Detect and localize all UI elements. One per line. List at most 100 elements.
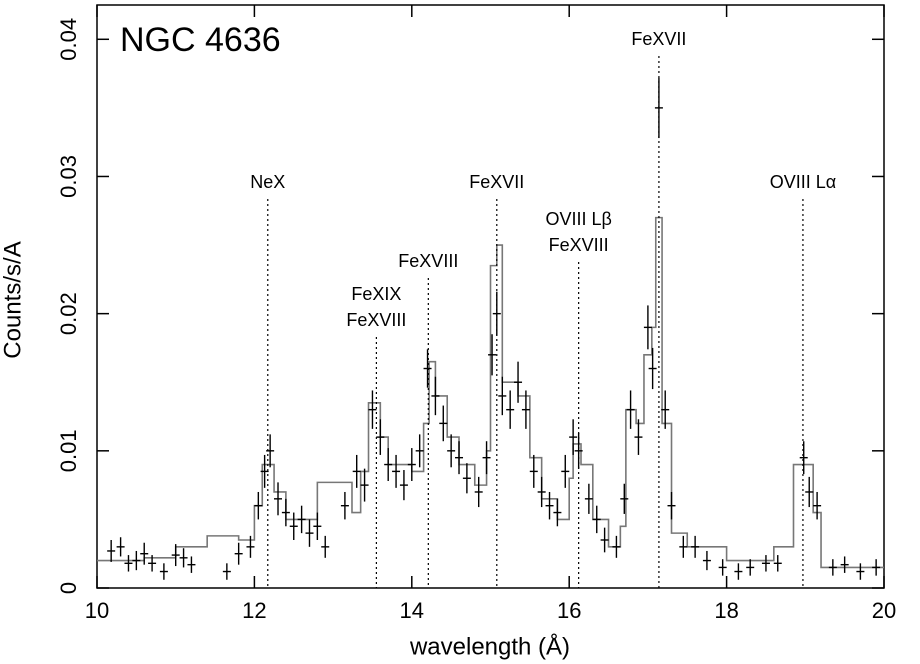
annotation-label: OVIII Lβ — [545, 209, 611, 229]
data-point — [634, 419, 643, 455]
data-point — [805, 476, 814, 508]
data-point — [305, 519, 314, 547]
x-tick-label: 12 — [242, 598, 266, 623]
y-tick-label: 0.01 — [56, 429, 81, 472]
data-point — [488, 334, 497, 376]
annotation-label: NeX — [250, 172, 285, 192]
data-point — [569, 419, 578, 455]
data-point — [179, 548, 188, 568]
data-point — [553, 498, 562, 527]
data-point — [840, 556, 849, 573]
data-point — [399, 470, 408, 501]
data-point — [368, 390, 377, 429]
data-point — [529, 454, 538, 488]
data-point — [620, 483, 629, 514]
y-tick-label: 0.03 — [56, 155, 81, 198]
data-point — [506, 390, 515, 429]
data-point — [521, 390, 530, 429]
data-point — [234, 542, 243, 565]
y-tick-label: 0.04 — [56, 18, 81, 61]
data-point — [482, 441, 491, 475]
data-point — [813, 491, 822, 520]
data-point — [592, 505, 601, 534]
data-point — [340, 491, 349, 520]
data-point — [679, 535, 688, 558]
data-point — [116, 537, 125, 557]
data-point — [856, 563, 865, 580]
data-point — [799, 441, 808, 475]
data-point — [274, 482, 283, 516]
data-point — [107, 539, 116, 562]
annotation-label: FeXIX — [351, 284, 401, 304]
x-axis-label: wavelength (Å) — [409, 632, 570, 660]
data-point — [537, 476, 546, 508]
data-point — [222, 563, 231, 580]
data-point — [828, 559, 837, 576]
data-point — [734, 563, 743, 580]
annotation-label: FeXVIII — [549, 235, 609, 255]
x-tick-label: 10 — [85, 598, 109, 623]
data-point — [376, 419, 385, 455]
data-point — [626, 390, 635, 429]
data-point — [514, 361, 523, 403]
data-point — [702, 550, 711, 571]
data-point — [746, 559, 755, 576]
data-point — [474, 476, 483, 508]
annotation-label: FeXVII — [469, 172, 524, 192]
data-point — [384, 448, 393, 482]
x-tick-label: 16 — [557, 598, 581, 623]
chart-title: NGC 4636 — [120, 21, 281, 59]
data-point — [392, 454, 401, 488]
data-point — [612, 535, 621, 558]
data-point — [171, 544, 180, 567]
data-point — [431, 376, 440, 416]
data-point — [661, 390, 670, 429]
data-point — [643, 305, 652, 350]
x-tick-label: 14 — [400, 598, 424, 623]
annotation-label: FeXVIII — [346, 310, 406, 330]
annotation-label: FeXVIII — [398, 251, 458, 271]
data-point — [124, 555, 133, 572]
data-point — [600, 527, 609, 553]
y-tick-label: 0.02 — [56, 292, 81, 335]
annotation-label: OVIII Lα — [770, 172, 836, 192]
data-point — [462, 463, 471, 494]
annotation-label: FeXVII — [631, 29, 686, 49]
data-point — [423, 349, 432, 388]
data-point — [140, 542, 149, 565]
data-point — [281, 498, 290, 527]
data-point — [148, 555, 157, 572]
data-point — [246, 535, 255, 558]
data-point — [691, 535, 700, 558]
data-point — [260, 454, 269, 488]
data-point — [872, 559, 881, 576]
plot-frame — [96, 4, 885, 589]
x-tick-label: 20 — [872, 598, 896, 623]
y-tick-label: 0 — [56, 582, 81, 594]
data-point — [352, 454, 361, 488]
data-point — [584, 483, 593, 514]
data-point — [561, 454, 570, 488]
y-axis-label: Counts/s/A — [0, 241, 26, 358]
data-point — [415, 434, 424, 468]
x-tick-label: 18 — [714, 598, 738, 623]
data-point — [313, 512, 322, 540]
data-point — [187, 556, 196, 573]
data-point — [648, 347, 657, 390]
data-point — [297, 505, 306, 534]
data-point — [761, 555, 770, 572]
data-point — [321, 535, 330, 558]
data-point — [132, 550, 141, 571]
data-point — [498, 376, 507, 416]
data-point — [289, 512, 298, 540]
data-point — [667, 491, 676, 520]
data-point — [159, 563, 168, 580]
data-point — [545, 491, 554, 520]
data-point — [718, 559, 727, 576]
data-point — [447, 434, 456, 468]
model-line — [97, 216, 884, 569]
data-point — [254, 491, 263, 520]
data-point — [407, 448, 416, 482]
data-point — [439, 405, 448, 442]
